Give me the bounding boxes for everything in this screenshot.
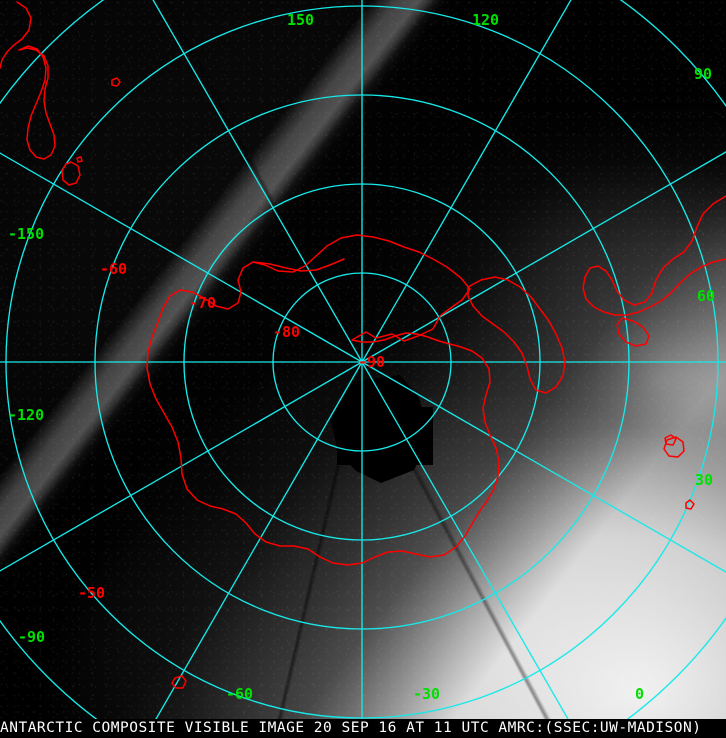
coastline-antarctic-peninsula: [467, 276, 566, 394]
image-caption: ANTARCTIC COMPOSITE VISIBLE IMAGE 20 SEP…: [0, 719, 726, 738]
latitude-label-minus90: -90: [358, 353, 386, 371]
latitude-label-minus80: -80: [273, 323, 301, 341]
coastline-small-island-north: [111, 77, 121, 87]
coastline-ross-ice-shelf: [253, 258, 345, 272]
longitude-label-120: 120: [472, 11, 500, 29]
longitude-label-minus120: -120: [8, 406, 45, 424]
polar-data-gap-notch: [337, 407, 433, 465]
coastline-south-america: [582, 195, 726, 316]
longitude-label-minus60: -60: [226, 685, 254, 703]
latitude-label-minus60: -60: [100, 260, 128, 278]
longitude-spoke-minus150: [361, 0, 572, 363]
coastline-small-island-south: [171, 675, 187, 689]
coastline-south-georgia: [664, 434, 677, 446]
longitude-label-150: 150: [287, 11, 315, 29]
coastline-antarctica: [146, 234, 500, 566]
longitude-label-minus30: -30: [413, 685, 441, 703]
coastline-new-zealand-south: [18, 45, 56, 160]
longitude-label-30: 30: [695, 471, 714, 489]
longitude-spoke-120: [0, 152, 363, 363]
longitude-spoke-minus30: [361, 361, 580, 738]
longitude-label-minus150: -150: [8, 225, 45, 243]
longitude-spoke-minus60: [361, 361, 726, 573]
latitude-label-minus50: -50: [78, 584, 106, 602]
longitude-spoke-150: [152, 0, 363, 363]
longitude-spoke-30: [144, 361, 363, 738]
longitude-label-minus90: -90: [18, 628, 46, 646]
longitude-spoke-minus120: [361, 151, 726, 363]
longitude-label-90: 90: [694, 65, 713, 83]
coastline-tierra-del-fuego: [616, 317, 650, 347]
longitude-label-60: 60: [697, 287, 716, 305]
coastline-new-zealand-north: [0, 1, 32, 69]
longitude-label-0: 0: [635, 685, 645, 703]
coastline-heard-island: [685, 499, 695, 510]
longitude-spoke-60: [0, 361, 363, 572]
coastline-falkland-islands: [663, 436, 685, 458]
coastline-small-island-west: [76, 156, 83, 163]
latitude-label-minus70: -70: [189, 294, 217, 312]
coastline-tasmania: [61, 161, 81, 186]
polar-data-gap-spur: [383, 381, 411, 404]
